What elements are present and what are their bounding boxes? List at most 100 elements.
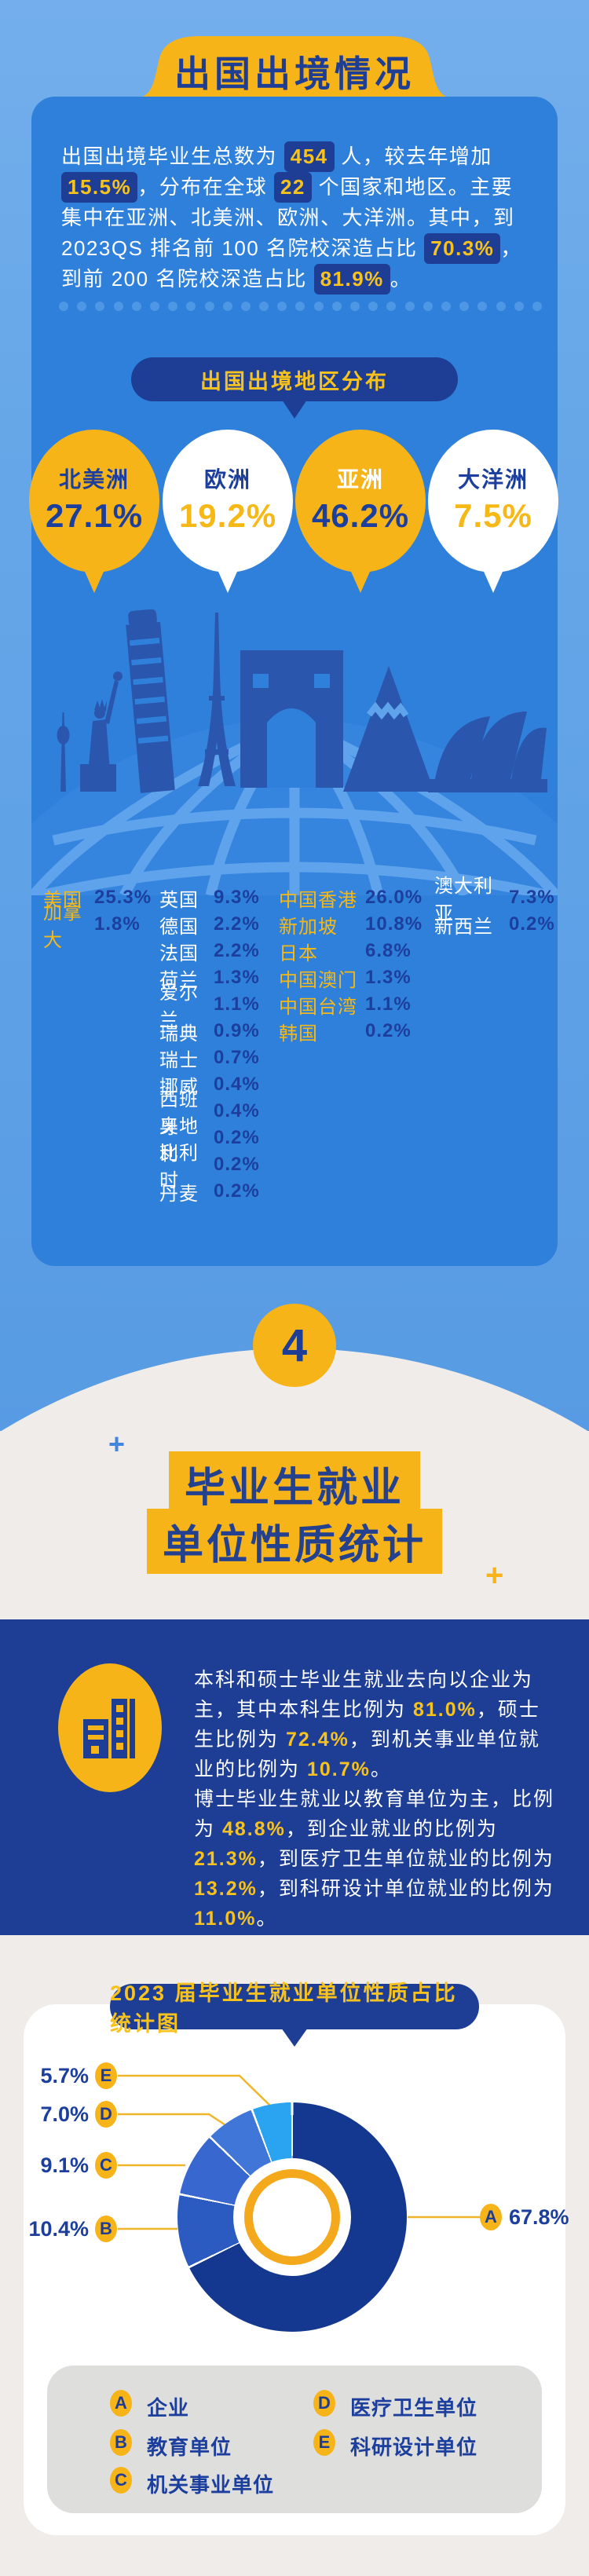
legend-label: 科研设计单位 (350, 2435, 478, 2459)
country-percentage: 2.2% (214, 940, 260, 961)
divider-dot (168, 302, 178, 311)
country-name: 中国澳门 (279, 969, 357, 991)
region-name: 大洋洲 (457, 467, 529, 492)
text-run: 人，较去年增加 (334, 145, 492, 168)
country-name: 瑞士 (159, 1049, 199, 1071)
text-run: 本科和硕士毕业生就业去向以企业为主，其中本科生比例为 (194, 1669, 534, 1721)
country-name: 丹麦 (159, 1183, 199, 1205)
employer-badge (58, 1663, 162, 1792)
country-row: 中国台湾 1.1% (279, 991, 423, 1018)
country-percentage: 9.3% (214, 887, 260, 908)
country-name: 瑞典 (159, 1023, 199, 1045)
country-name: 德国 (159, 916, 199, 938)
text-run: ，硕士生比例为 (194, 1699, 540, 1751)
highlight-value: 15.5% (61, 172, 138, 203)
region-balloon: 大洋洲 7.5% (428, 430, 558, 573)
divider-dot (295, 302, 305, 311)
text-run: ，到机关事业单位就业的比例为 (194, 1729, 540, 1780)
country-name: 法国 (159, 942, 199, 964)
slice-letter-badge: D (95, 2101, 117, 2128)
text-run: ，到医疗卫生单位就业的比例为 (257, 1848, 554, 1870)
country-name: 加拿大 (43, 902, 82, 951)
divider-dot (222, 302, 232, 311)
legend-label: 教育单位 (147, 2435, 232, 2459)
dotted-divider (59, 302, 542, 311)
country-percentage: 1.8% (94, 913, 141, 935)
region-pill-pointer (282, 400, 307, 419)
building-icon (83, 1699, 135, 1758)
slice-percentage-label: 67.8% (509, 2205, 569, 2229)
country-percentage: 2.2% (214, 913, 260, 935)
country-row: 法国 2.2% (159, 938, 260, 964)
divider-dot (459, 302, 470, 311)
legend-letter-badge: B (110, 2429, 132, 2456)
divider-dot (404, 302, 415, 311)
legend-label: 机关事业单位 (147, 2473, 275, 2497)
country-name: 英国 (159, 889, 199, 911)
employment-paragraph-2: 博士毕业生就业以教育单位为主，比例为 48.8%，到企业就业的比例为 21.3%… (194, 1784, 558, 1934)
region-name: 亚洲 (336, 467, 384, 492)
region-percentage: 46.2% (311, 497, 410, 534)
region-balloon: 欧洲 19.2% (163, 430, 293, 573)
country-name: 日本 (279, 942, 318, 964)
text-run: ，分布在全球 (137, 175, 274, 199)
country-name: 挪威 (159, 1076, 199, 1098)
country-row: 韩国 0.2% (279, 1018, 423, 1045)
slice-percentage-label: 7.0% (40, 2102, 89, 2126)
country-percentage: 0.4% (214, 1100, 260, 1122)
text-run: ，到科研设计单位就业的比例为 (257, 1878, 554, 1900)
country-percentage: 7.3% (509, 887, 555, 908)
country-percentage: 0.4% (214, 1074, 260, 1095)
country-percentage: 0.2% (214, 1154, 260, 1175)
region-percentage: 27.1% (45, 497, 144, 534)
divider-dot (240, 302, 251, 311)
slice-letter-badge: E (95, 2062, 117, 2089)
country-name: 美国 (43, 889, 82, 911)
country-row: 丹麦 0.2% (159, 1178, 260, 1205)
region-balloon: 北美洲 27.1% (29, 430, 159, 573)
text-run: 。 (256, 1908, 278, 1930)
text-run: 个国家和地区。主要集中在亚洲、北美洲、欧洲、大洋洲。其中，到 2023QS 排名… (61, 175, 515, 260)
divider-dot (277, 302, 287, 311)
country-row: 新加坡 10.8% (279, 911, 423, 938)
country-row: 加拿大 1.8% (43, 902, 152, 951)
divider-dot (131, 302, 141, 311)
country-row: 奥地利 0.2% (159, 1116, 260, 1165)
country-row: 英国 9.3% (159, 884, 260, 911)
country-name: 爱尔兰 (159, 982, 199, 1031)
country-row: 爱尔兰 1.1% (159, 982, 260, 1031)
divider-dot (441, 302, 451, 311)
highlight-value: 21.3% (194, 1848, 258, 1870)
slice-percentage-label: 9.1% (40, 2153, 89, 2177)
country-row: 德国 2.2% (159, 911, 260, 938)
highlight-value: 72.4% (285, 1729, 349, 1751)
country-name: 中国香港 (279, 889, 357, 911)
country-name: 新加坡 (279, 916, 338, 938)
slice-letter-badge: B (95, 2216, 117, 2242)
divider-dot (259, 302, 269, 311)
country-name: 奥地利 (159, 1116, 199, 1165)
chart-title: 2023 届毕业生就业单位性质占比统计图 (110, 1981, 458, 2036)
abroad-intro-text: 出国出境毕业生总数为 454 人，较去年增加 15.5% ，分布在全球 22 个国… (61, 141, 532, 295)
plus-mark-icon: + (108, 1428, 126, 1460)
divider-dot (149, 302, 159, 311)
country-column: 英国 9.3% 德国 2.2% 法国 2.2% 荷兰 1.3% 爱尔兰 1.1% 瑞典 0.9% 瑞士 0… (159, 884, 260, 1205)
chart-title-pill: 2023 届毕业生就业单位性质占比统计图 (110, 1981, 479, 2036)
section-banner-ribbon (134, 36, 455, 99)
country-name: 西班牙 (159, 1089, 199, 1138)
country-percentage: 6.8% (365, 940, 412, 961)
country-row: 中国澳门 1.3% (279, 964, 423, 991)
plus-mark-icon: + (485, 1558, 504, 1593)
chart-pill-pointer (281, 2028, 308, 2047)
country-percentage: 0.2% (365, 1020, 412, 1041)
country-row: 比利时 0.2% (159, 1143, 260, 1191)
slice-percentage-label: 10.4% (28, 2217, 89, 2241)
country-name: 荷兰 (159, 969, 199, 991)
text-run: 博士毕业生就业以教育单位为主，比例为 (194, 1788, 555, 1840)
country-column: 中国香港 26.0% 新加坡 10.8% 日本 6.8% 中国澳门 1.3% 中国台湾 1.1% 韩… (279, 884, 423, 1045)
region-percentage: 7.5% (454, 497, 532, 534)
divider-dot (350, 302, 360, 311)
country-name: 新西兰 (434, 916, 493, 938)
country-row: 荷兰 1.3% (159, 964, 260, 991)
